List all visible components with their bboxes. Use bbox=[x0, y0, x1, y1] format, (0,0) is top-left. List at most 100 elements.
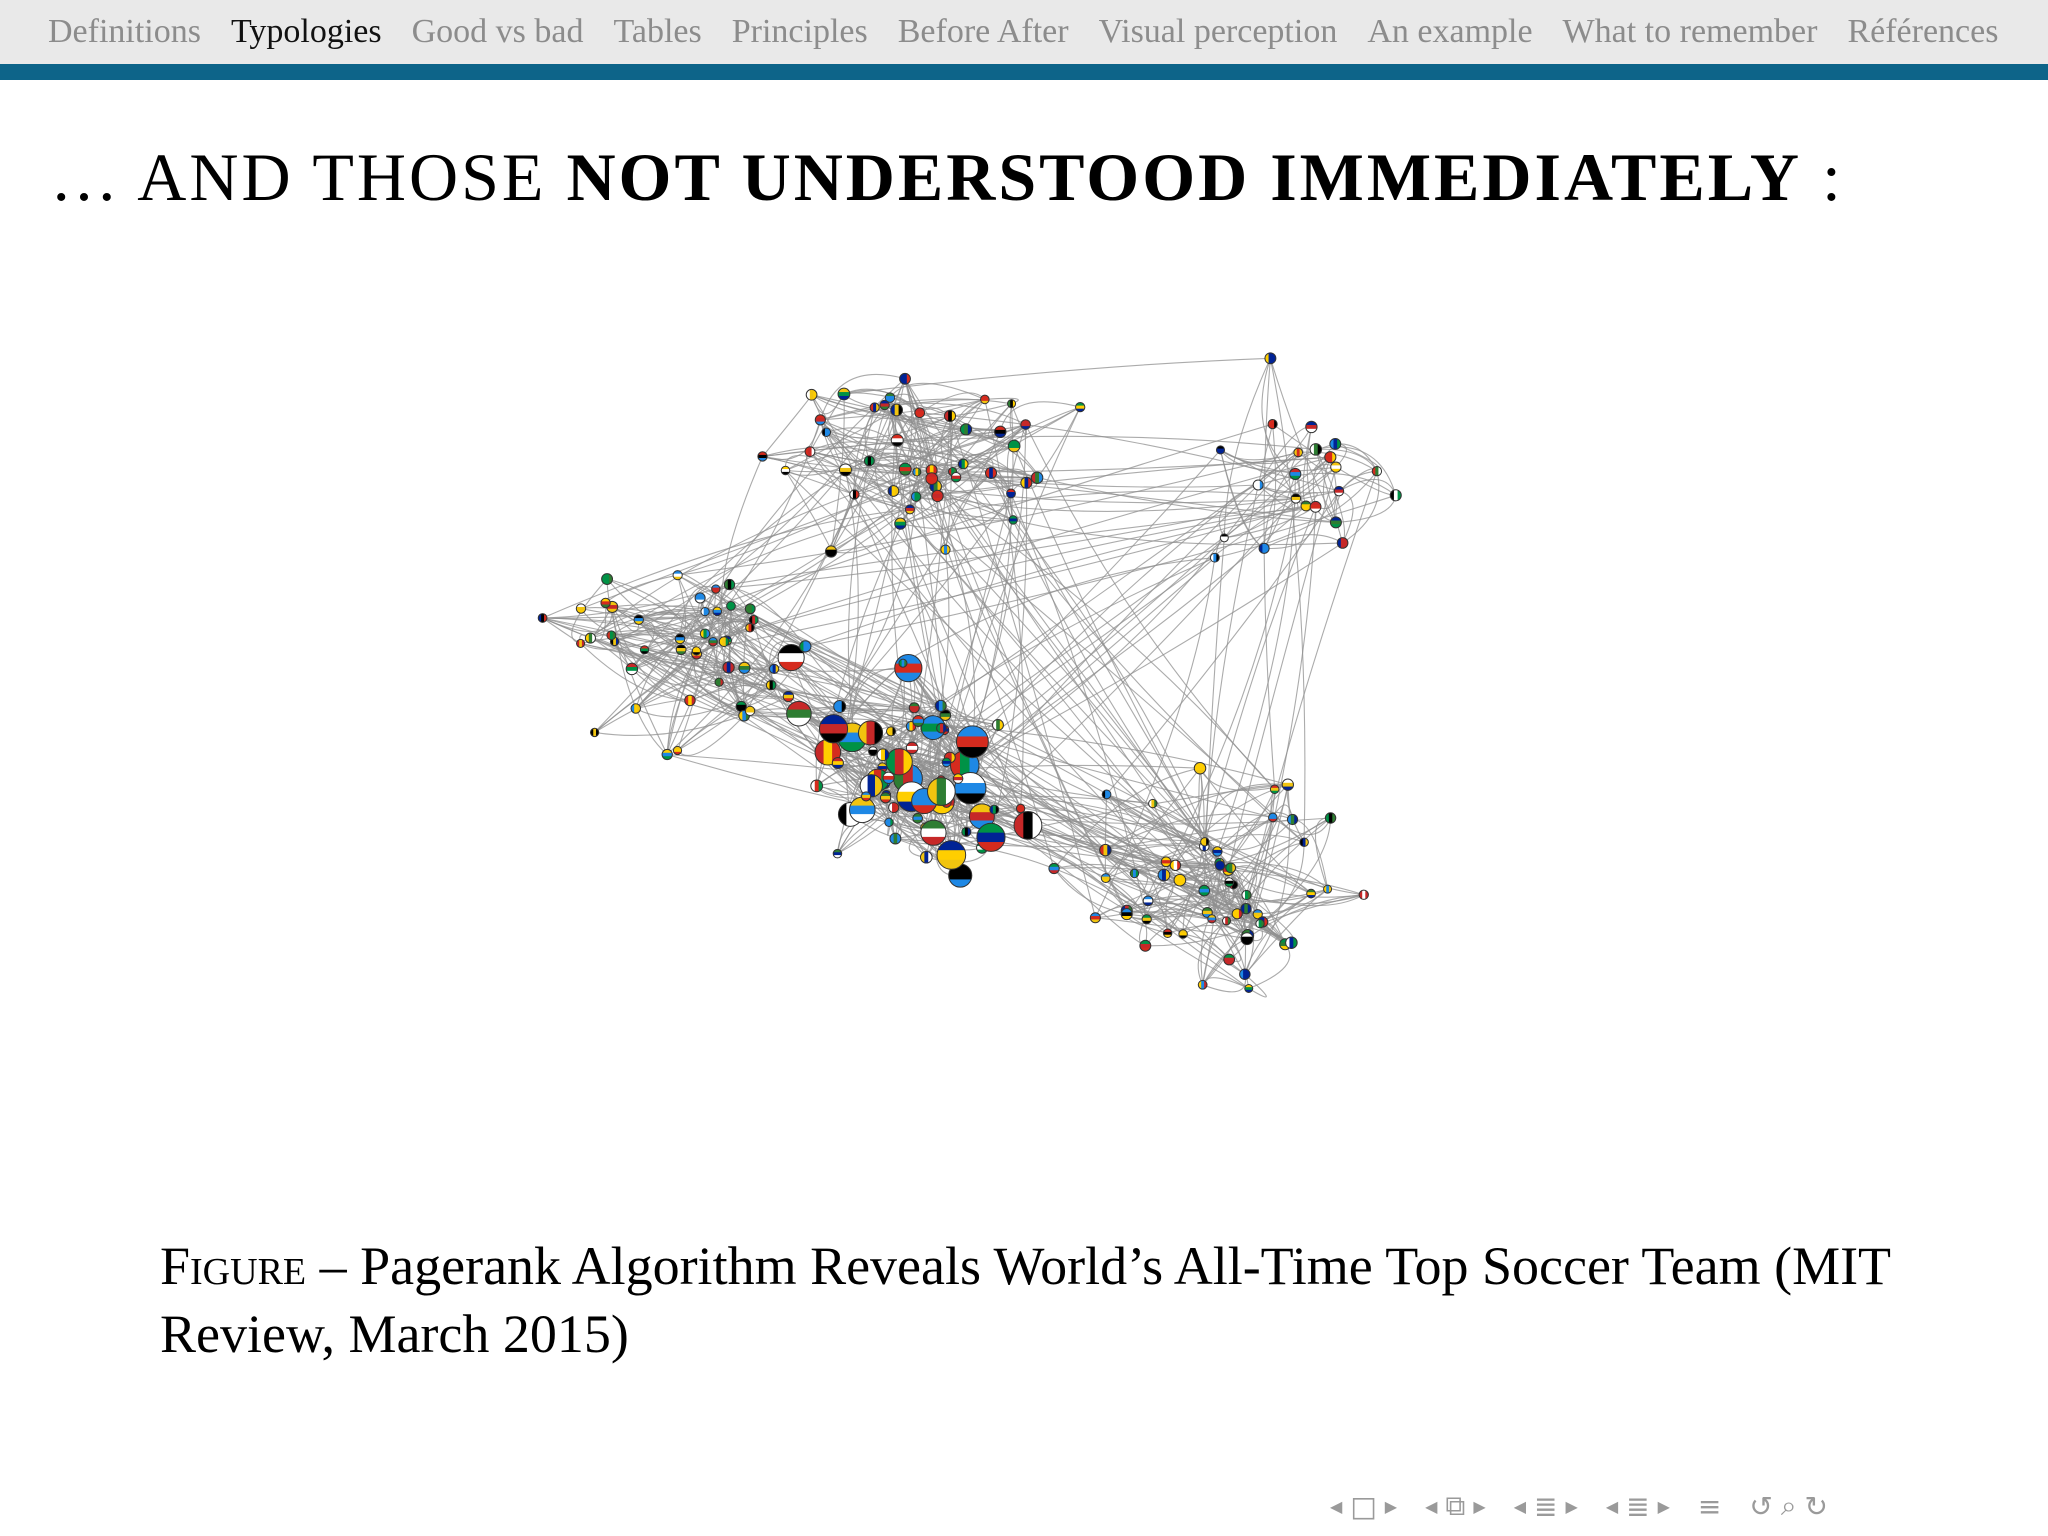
flag-node bbox=[885, 748, 913, 776]
graph-edge bbox=[1203, 506, 1317, 847]
flag-node bbox=[1197, 979, 1208, 990]
graph-edge bbox=[1025, 424, 1276, 790]
flag-node bbox=[912, 812, 923, 824]
nav-item-principles[interactable]: Principles bbox=[731, 13, 868, 50]
nav-item-what-to-remember[interactable]: What to remember bbox=[1562, 13, 1818, 50]
graph-edge bbox=[1126, 911, 1208, 918]
flag-node bbox=[1007, 399, 1017, 409]
flag-node bbox=[1289, 467, 1302, 481]
graph-edge bbox=[610, 635, 745, 717]
graph-edge bbox=[1335, 495, 1397, 523]
nav-section-next-icon[interactable]: ▶ bbox=[1565, 1496, 1578, 1516]
flag-node bbox=[1207, 914, 1217, 924]
nav-item-visual-perception[interactable]: Visual perception bbox=[1098, 13, 1338, 50]
graph-edge bbox=[1263, 534, 1343, 549]
graph-edge bbox=[811, 394, 1012, 420]
flag-node bbox=[639, 645, 650, 655]
graph-edge bbox=[1272, 423, 1396, 496]
graph-edge bbox=[1246, 506, 1317, 939]
flag-node bbox=[859, 774, 883, 798]
nav-subsection-icon[interactable]: ⧉ bbox=[1445, 1489, 1466, 1522]
graph-edge bbox=[699, 597, 1205, 847]
nav-search-icon[interactable]: ⌕ bbox=[1780, 1489, 1797, 1522]
flag-node bbox=[992, 718, 1004, 731]
flag-node bbox=[994, 425, 1007, 439]
graph-edges bbox=[542, 357, 1397, 998]
flag-node bbox=[1239, 968, 1251, 980]
nav-item-definitions[interactable]: Definitions bbox=[48, 13, 201, 50]
flag-node bbox=[898, 658, 908, 668]
flag-node bbox=[1324, 812, 1337, 824]
flag-node bbox=[1120, 908, 1133, 921]
flag-node bbox=[805, 388, 818, 401]
graph-edge bbox=[718, 584, 745, 716]
nav-doc-prev-icon[interactable]: ◀ bbox=[1605, 1496, 1619, 1516]
graph-edge bbox=[644, 649, 745, 717]
caption-text: – Pagerank Algorithm Reveals World’s All… bbox=[160, 1236, 1891, 1364]
nav-menu-icon[interactable]: ≡ bbox=[1697, 1489, 1722, 1523]
nav-item-references[interactable]: Références bbox=[1847, 13, 1999, 50]
graph-edge bbox=[819, 419, 1232, 869]
graph-edge bbox=[1224, 466, 1337, 539]
flag-node bbox=[786, 700, 812, 727]
nav-item-typologies[interactable]: Typologies bbox=[230, 13, 382, 50]
graph-edge bbox=[888, 456, 1331, 779]
flag-node bbox=[1214, 860, 1226, 871]
flag-node bbox=[1240, 932, 1254, 946]
nav-frame-prev-icon[interactable]: ◀ bbox=[1330, 1496, 1343, 1516]
flag-node bbox=[912, 467, 922, 477]
flag-node bbox=[1293, 447, 1304, 458]
flag-node bbox=[869, 402, 880, 413]
nav-subsection-next-icon[interactable]: ▶ bbox=[1473, 1496, 1486, 1516]
graph-edge bbox=[1263, 358, 1276, 790]
flag-node bbox=[711, 584, 721, 594]
flag-node bbox=[1013, 810, 1043, 840]
graph-edge bbox=[723, 641, 1165, 876]
graph-edge bbox=[820, 419, 1015, 456]
graph-edge bbox=[1216, 473, 1296, 852]
graph-edge bbox=[1036, 406, 1081, 479]
graph-edge bbox=[830, 407, 876, 552]
flag-node bbox=[782, 690, 795, 703]
graph-edge bbox=[606, 578, 706, 635]
nav-frame-icon[interactable]: □ bbox=[1350, 1489, 1377, 1523]
nav-subsection-prev-icon[interactable]: ◀ bbox=[1425, 1496, 1438, 1516]
flag-node bbox=[1300, 500, 1312, 512]
flag-node bbox=[589, 727, 600, 738]
graph-edge bbox=[845, 469, 1336, 523]
graph-edge bbox=[984, 399, 1024, 809]
nav-doc-icon[interactable]: ≣ bbox=[1626, 1489, 1650, 1523]
nav-item-before-after[interactable]: Before After bbox=[897, 13, 1069, 50]
nav-back-icon[interactable]: ↺ bbox=[1749, 1489, 1773, 1523]
nav-item-an-example[interactable]: An example bbox=[1367, 13, 1533, 50]
flag-node bbox=[837, 387, 851, 401]
graph-edge bbox=[542, 584, 730, 619]
nav-forward-icon[interactable]: ↻ bbox=[1804, 1489, 1828, 1523]
flag-node bbox=[879, 399, 890, 411]
graph-edge bbox=[1053, 863, 1149, 901]
flag-node bbox=[748, 614, 759, 625]
graph-edge bbox=[819, 419, 910, 510]
graph-edge bbox=[638, 611, 697, 651]
graph-edge bbox=[712, 456, 1331, 643]
flag-node bbox=[879, 792, 892, 804]
flag-node bbox=[894, 517, 907, 530]
nav-item-good-vs-bad[interactable]: Good vs bad bbox=[411, 13, 584, 50]
graph-edge bbox=[785, 439, 898, 476]
flag-node bbox=[861, 791, 872, 802]
nav-item-tables[interactable]: Tables bbox=[613, 13, 702, 50]
flag-node bbox=[1048, 862, 1060, 875]
nav-doc-next-icon[interactable]: ▶ bbox=[1657, 1496, 1670, 1516]
nav-frame-next-icon[interactable]: ▶ bbox=[1384, 1496, 1398, 1516]
nav-section-prev-icon[interactable]: ◀ bbox=[1513, 1496, 1527, 1516]
flag-node bbox=[950, 472, 962, 483]
flag-node bbox=[1371, 466, 1383, 477]
flag-node bbox=[1323, 884, 1333, 894]
graph-edge bbox=[1053, 767, 1201, 869]
flag-node bbox=[714, 677, 724, 687]
graph-edge bbox=[845, 469, 1230, 883]
flag-node bbox=[718, 636, 730, 647]
nav-section-icon[interactable]: ≣ bbox=[1534, 1489, 1558, 1523]
flag-node bbox=[984, 466, 998, 479]
flag-node bbox=[831, 756, 844, 770]
